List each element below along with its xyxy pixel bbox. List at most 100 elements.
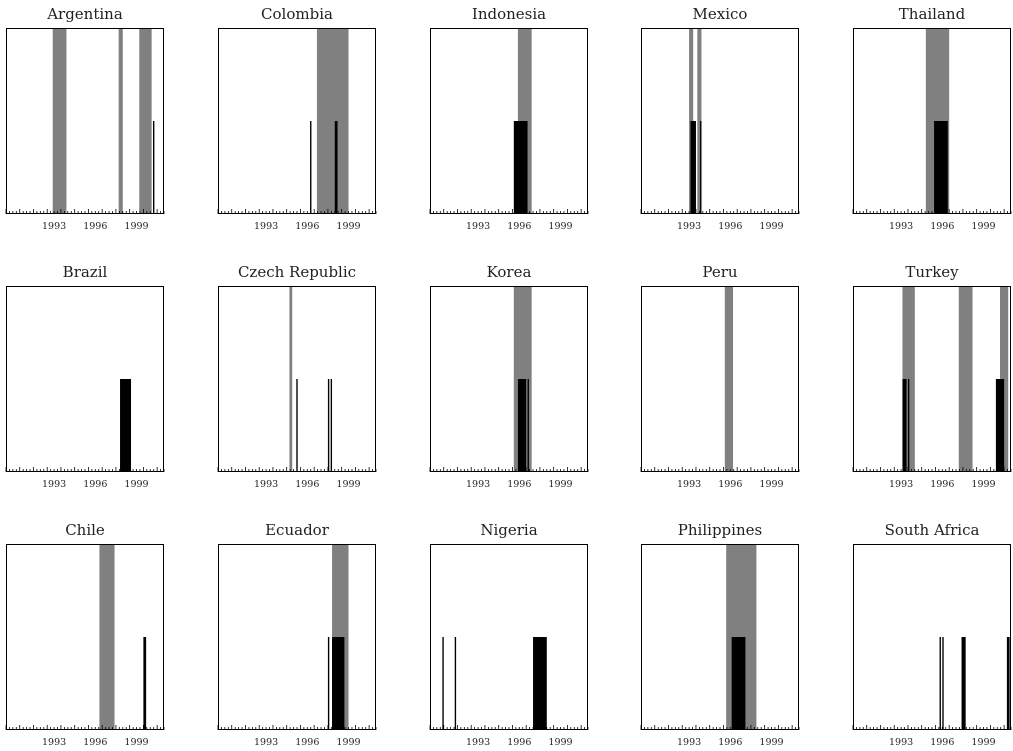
event-bar — [939, 637, 941, 730]
panel-title: South Africa — [885, 521, 980, 539]
tick-label: 1999 — [548, 479, 572, 490]
tick-label: 1993 — [677, 737, 701, 748]
tick-label: 1993 — [42, 479, 66, 490]
event-bar — [153, 121, 155, 214]
tick-label: 1996 — [295, 479, 319, 490]
event-bar — [942, 637, 944, 730]
shaded-span — [697, 28, 702, 214]
panel-frame — [6, 544, 164, 730]
tick-label: 1999 — [759, 737, 783, 748]
panel-frame — [641, 28, 799, 214]
shaded-span — [289, 286, 293, 472]
tick-label: 1999 — [548, 737, 572, 748]
panel-chile: Chile 1993 1996 1999 — [5, 521, 165, 748]
panel-nigeria: Nigeria 1993 1996 1999 — [429, 521, 589, 748]
panel-title: Philippines — [678, 521, 762, 539]
event-bar — [533, 637, 547, 730]
event-bar — [731, 637, 746, 730]
tick-label: 1993 — [466, 221, 490, 232]
event-bar — [442, 637, 444, 730]
panel-frame — [853, 544, 1011, 730]
tick-label: 1996 — [930, 479, 954, 490]
tick-label: 1999 — [124, 221, 148, 232]
panel-frame — [641, 544, 799, 730]
event-bar — [1006, 637, 1010, 730]
panel-title: Turkey — [905, 263, 959, 281]
tick-label: 1993 — [677, 479, 701, 490]
tick-label: 1993 — [42, 737, 66, 748]
panel-indonesia: Indonesia 1993 1996 1999 — [429, 5, 589, 232]
tick-label: 1999 — [971, 737, 995, 748]
panel-argentina: Argentina 1993 1996 1999 — [5, 5, 165, 232]
tick-label: 1999 — [336, 737, 360, 748]
shaded-span — [52, 28, 67, 214]
panel-title: Brazil — [63, 263, 108, 281]
tick-label: 1996 — [83, 479, 107, 490]
tick-label: 1996 — [507, 479, 531, 490]
tick-label: 1999 — [336, 479, 360, 490]
shaded-span — [139, 28, 152, 214]
event-bar — [513, 121, 528, 214]
panel-frame — [218, 28, 376, 214]
panel-title: Czech Republic — [238, 263, 356, 281]
tick-label: 1999 — [336, 221, 360, 232]
tick-label: 1999 — [971, 221, 995, 232]
event-bar — [334, 121, 338, 214]
panel-title: Thailand — [899, 5, 966, 23]
shaded-span — [724, 286, 734, 472]
panel-korea: Korea 1993 1996 1999 — [429, 263, 589, 490]
panel-title: Chile — [65, 521, 105, 539]
panel-south-africa: South Africa 1993 1996 1999 — [852, 521, 1012, 748]
event-bar — [934, 121, 948, 214]
event-bar — [527, 379, 529, 472]
tick-label: 1999 — [548, 221, 572, 232]
tick-label: 1996 — [718, 221, 742, 232]
tick-label: 1993 — [42, 221, 66, 232]
panel-frame — [430, 286, 588, 472]
panel-peru: Peru 1993 1996 1999 — [640, 263, 800, 490]
event-bar — [690, 121, 696, 214]
event-bar — [700, 121, 702, 214]
event-bar — [330, 379, 333, 472]
tick-label: 1996 — [83, 221, 107, 232]
panel-frame — [641, 286, 799, 472]
tick-label: 1993 — [889, 479, 913, 490]
tick-label: 1999 — [759, 479, 783, 490]
panel-frame — [430, 28, 588, 214]
tick-label: 1996 — [718, 737, 742, 748]
tick-label: 1999 — [971, 479, 995, 490]
panel-title: Indonesia — [472, 5, 546, 23]
panel-title: Colombia — [261, 5, 333, 23]
shaded-span — [118, 28, 123, 214]
tick-label: 1993 — [254, 737, 278, 748]
tick-label: 1993 — [254, 221, 278, 232]
event-bar — [902, 379, 907, 472]
tick-label: 1999 — [124, 479, 148, 490]
shaded-span — [99, 544, 115, 730]
panel-title: Peru — [702, 263, 737, 281]
tick-label: 1996 — [507, 737, 531, 748]
panel-title: Ecuador — [265, 521, 330, 539]
event-bar — [296, 379, 298, 472]
tick-label: 1993 — [677, 221, 701, 232]
tick-label: 1993 — [889, 737, 913, 748]
panel-title: Nigeria — [480, 521, 537, 539]
tick-label: 1993 — [466, 479, 490, 490]
panel-turkey: Turkey 1993 1996 1999 — [852, 263, 1012, 490]
panel-frame — [430, 544, 588, 730]
event-bar — [332, 637, 345, 730]
event-bar — [327, 379, 330, 472]
event-bar — [961, 637, 966, 730]
shaded-span — [958, 286, 973, 472]
panel-philippines: Philippines 1993 1996 1999 — [640, 521, 800, 748]
shaded-span — [316, 28, 349, 214]
panel-thailand: Thailand 1993 1996 1999 — [852, 5, 1012, 232]
panel-brazil: Brazil 1993 1996 1999 — [5, 263, 165, 490]
tick-label: 1993 — [466, 737, 490, 748]
tick-label: 1999 — [124, 737, 148, 748]
panel-czech-republic: Czech Republic 1993 1996 1999 — [217, 263, 377, 490]
tick-label: 1996 — [295, 221, 319, 232]
event-bar — [907, 379, 910, 472]
